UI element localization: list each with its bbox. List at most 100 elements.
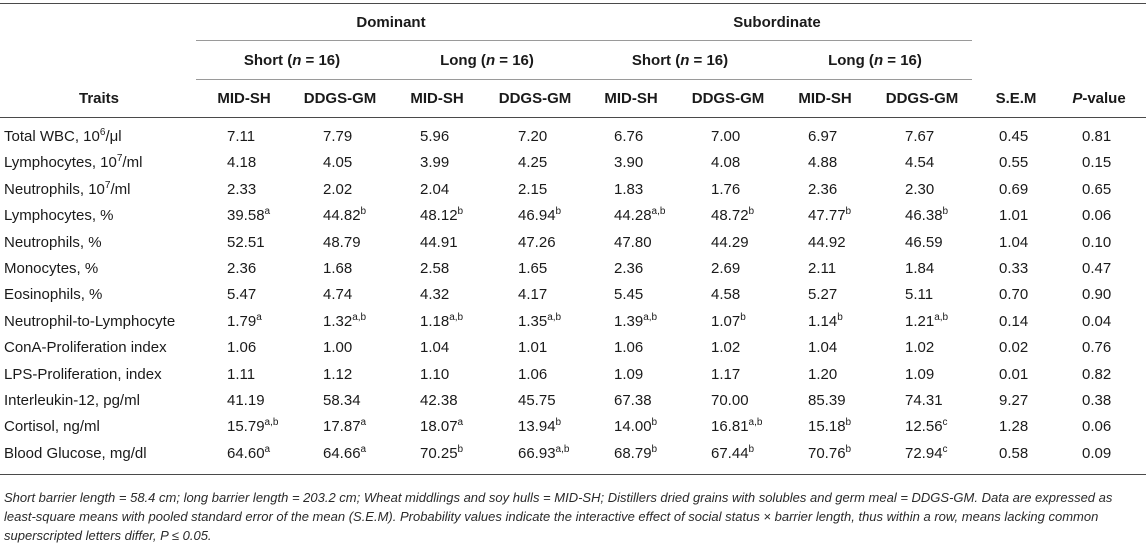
value-cell: 68.79b: [614, 444, 658, 463]
value-cell: 1.65: [518, 260, 548, 277]
col-traits: Traits: [78, 90, 120, 107]
significance-letter: b: [837, 312, 843, 323]
col-sub-long-mid-sh: MID-SH: [798, 90, 852, 107]
value-cell: 1.83: [614, 181, 644, 198]
col-dom-short-ddgs-gm: DDGS-GM: [303, 90, 377, 107]
value-cell: 5.27: [808, 286, 838, 303]
group-dominant: Dominant: [356, 14, 426, 31]
value-cell: 0.09: [1082, 445, 1112, 462]
value-cell: 39.58a: [227, 206, 271, 225]
significance-letter: a: [457, 417, 464, 428]
significance-letter: a: [360, 444, 367, 455]
value-cell: 1.06: [227, 339, 257, 356]
value-cell: 64.66a: [323, 444, 367, 463]
value-cell: 13.94b: [518, 417, 562, 436]
significance-letter: b: [845, 417, 852, 428]
value-cell: 12.56c: [905, 417, 948, 436]
significance-letter: a: [360, 417, 367, 428]
trait-label: Blood Glucose, mg/dl: [4, 445, 147, 462]
significance-letter: c: [942, 417, 948, 428]
trait-label: Neutrophil-to-Lymphocyte: [4, 313, 176, 330]
trait-label: Monocytes, %: [4, 260, 99, 277]
value-cell: 4.25: [518, 154, 548, 171]
trait-label: Eosinophils, %: [4, 286, 103, 303]
value-cell: 1.35a,b: [518, 312, 562, 331]
value-cell: 4.08: [711, 154, 741, 171]
value-cell: 70.76b: [808, 444, 852, 463]
value-cell: 0.70: [999, 286, 1029, 303]
value-cell: 2.58: [420, 260, 450, 277]
value-cell: 0.06: [1082, 418, 1112, 435]
significance-letter: b: [360, 206, 367, 217]
value-cell: 7.00: [711, 128, 741, 145]
value-cell: 48.12b: [420, 206, 464, 225]
value-cell: 1.12: [323, 366, 353, 383]
col-p-value: P-value: [1072, 90, 1126, 107]
value-cell: 46.59: [905, 234, 943, 251]
header-bottom-rule: [0, 117, 1146, 118]
value-cell: 7.11: [227, 128, 256, 145]
col-sub-short-mid-sh: MID-SH: [604, 90, 658, 107]
value-cell: 66.93a,b: [518, 444, 570, 463]
value-cell: 67.44b: [711, 444, 755, 463]
trait-label: Lymphocytes, 107/ml: [4, 153, 143, 172]
value-cell: 0.06: [1082, 207, 1112, 224]
value-cell: 7.67: [905, 128, 935, 145]
value-cell: 0.01: [999, 366, 1029, 383]
significance-letter: b: [740, 312, 746, 323]
value-cell: 5.47: [227, 286, 257, 303]
significance-letter: b: [555, 417, 562, 428]
value-cell: 44.92: [808, 234, 846, 251]
value-cell: 47.26: [518, 234, 556, 251]
significance-letter: a: [264, 444, 271, 455]
value-cell: 0.02: [999, 339, 1029, 356]
value-cell: 0.04: [1082, 313, 1112, 330]
value-cell: 52.51: [227, 234, 265, 251]
value-cell: 1.04: [999, 234, 1029, 251]
significance-letter: a,b: [352, 312, 367, 323]
bottom-rule: [0, 474, 1146, 475]
subgroup-subordinate-long: Long (n = 16): [828, 52, 922, 69]
value-cell: 14.00b: [614, 417, 658, 436]
value-cell: 44.91: [420, 234, 458, 251]
significance-letter: a,b: [555, 444, 570, 455]
value-cell: 2.04: [420, 181, 450, 198]
trait-label: Interleukin-12, pg/ml: [4, 392, 140, 409]
significance-letter: b: [555, 206, 562, 217]
value-cell: 2.30: [905, 181, 935, 198]
value-cell: 1.79a: [227, 312, 262, 331]
value-cell: 67.38: [614, 392, 652, 409]
value-cell: 0.38: [1082, 392, 1112, 409]
significance-letter: a: [264, 206, 271, 217]
significance-letter: b: [651, 417, 658, 428]
significance-letter: a,b: [748, 417, 763, 428]
significance-letter: a: [256, 312, 262, 323]
significance-letter: a,b: [934, 312, 949, 323]
value-cell: 4.32: [420, 286, 450, 303]
value-cell: 6.76: [614, 128, 644, 145]
value-cell: 1.00: [323, 339, 353, 356]
value-cell: 1.20: [808, 366, 838, 383]
value-cell: 0.65: [1082, 181, 1112, 198]
significance-letter: a,b: [264, 417, 279, 428]
value-cell: 4.58: [711, 286, 741, 303]
subgroup-dominant-long: Long (n = 16): [440, 52, 534, 69]
significance-letter: b: [845, 206, 852, 217]
value-cell: 1.06: [614, 339, 644, 356]
value-cell: 0.45: [999, 128, 1029, 145]
subgroup-subordinate-short: Short (n = 16): [631, 52, 729, 69]
value-cell: 1.17: [711, 366, 741, 383]
significance-letter: b: [651, 444, 658, 455]
significance-letter: b: [845, 444, 852, 455]
top-rule: [0, 3, 1146, 4]
trait-label: LPS-Proliferation, index: [4, 366, 162, 383]
subgroup-rule: [196, 79, 972, 80]
significance-letter: b: [457, 206, 464, 217]
value-cell: 4.18: [227, 154, 257, 171]
value-cell: 85.39: [808, 392, 846, 409]
value-cell: 0.15: [1082, 154, 1112, 171]
value-cell: 74.31: [905, 392, 943, 409]
col-sub-long-ddgs-gm: DDGS-GM: [885, 90, 959, 107]
value-cell: 1.04: [808, 339, 838, 356]
